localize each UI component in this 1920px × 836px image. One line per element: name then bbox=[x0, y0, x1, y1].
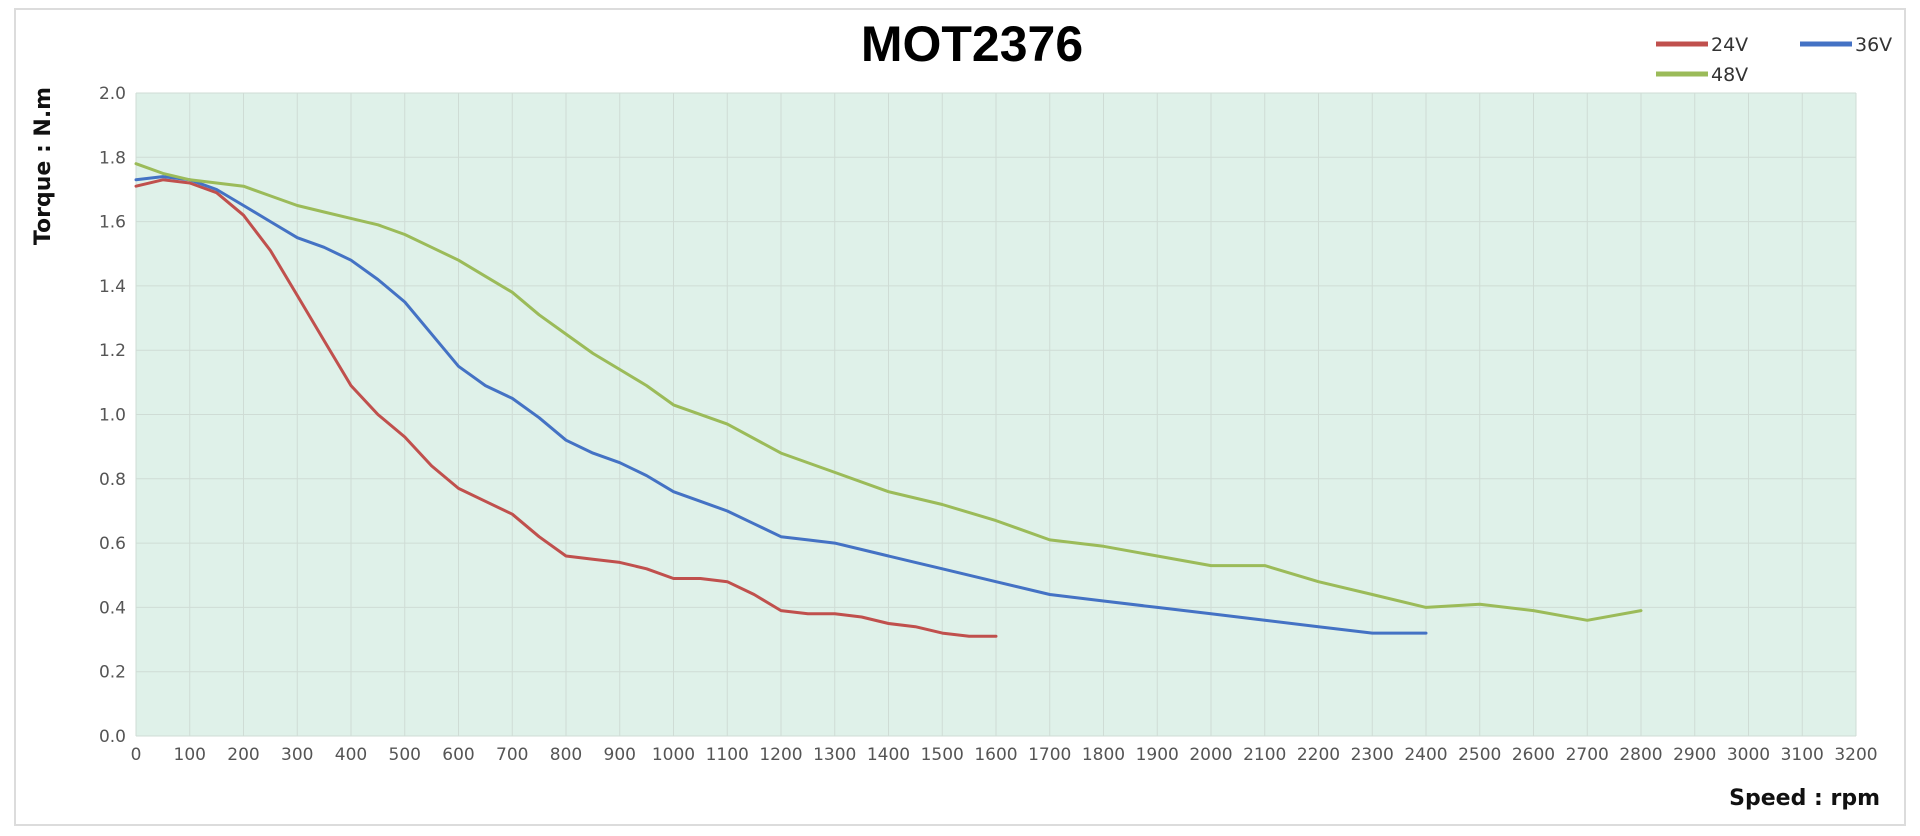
x-tick-label: 2700 bbox=[1566, 745, 1609, 765]
y-tick-label: 1.4 bbox=[99, 277, 126, 297]
x-tick-label: 1600 bbox=[974, 745, 1017, 765]
x-tick-label: 0 bbox=[131, 745, 142, 765]
x-tick-label: 3100 bbox=[1781, 745, 1824, 765]
chart-title: MOT2376 bbox=[861, 16, 1083, 72]
x-tick-label: 2200 bbox=[1297, 745, 1340, 765]
y-tick-label: 1.2 bbox=[99, 341, 126, 361]
x-tick-label: 1500 bbox=[921, 745, 964, 765]
x-tick-label: 2000 bbox=[1189, 745, 1232, 765]
x-tick-label: 100 bbox=[174, 745, 206, 765]
y-tick-label: 1.8 bbox=[99, 148, 126, 168]
y-tick-label: 0.6 bbox=[99, 534, 126, 554]
x-tick-label: 2800 bbox=[1619, 745, 1662, 765]
x-tick-label: 2400 bbox=[1404, 745, 1447, 765]
x-tick-label: 700 bbox=[496, 745, 528, 765]
y-axis-ticks: 0.0 0.2 0.4 0.6 0.8 1.0 1.2 1.4 1.6 1.8 2.0 bbox=[99, 84, 126, 747]
x-tick-label: 1100 bbox=[706, 745, 749, 765]
legend: 24V 36V 48V bbox=[1656, 34, 1892, 86]
x-tick-label: 900 bbox=[604, 745, 636, 765]
x-tick-label: 1300 bbox=[813, 745, 856, 765]
grid-lines bbox=[135, 92, 1857, 737]
legend-label-36v: 36V bbox=[1855, 34, 1892, 56]
series-line-24v bbox=[134, 178, 998, 638]
x-tick-label: 800 bbox=[550, 745, 582, 765]
x-tick-label: 200 bbox=[227, 745, 259, 765]
x-tick-label: 1200 bbox=[759, 745, 802, 765]
legend-label-24v: 24V bbox=[1711, 34, 1748, 56]
x-tick-label: 2100 bbox=[1243, 745, 1286, 765]
y-tick-label: 0.2 bbox=[99, 663, 126, 683]
x-tick-label: 1800 bbox=[1082, 745, 1125, 765]
series-line-48v bbox=[134, 162, 1643, 622]
x-tick-label: 600 bbox=[442, 745, 474, 765]
x-tick-label: 1400 bbox=[867, 745, 910, 765]
x-tick-label: 500 bbox=[389, 745, 421, 765]
x-tick-label: 2500 bbox=[1458, 745, 1501, 765]
y-tick-label: 0.8 bbox=[99, 470, 126, 490]
x-tick-label: 1700 bbox=[1028, 745, 1071, 765]
x-tick-label: 3200 bbox=[1834, 745, 1877, 765]
x-axis-label: Speed : rpm bbox=[1729, 786, 1880, 811]
x-tick-label: 300 bbox=[281, 745, 313, 765]
y-tick-label: 1.6 bbox=[99, 213, 126, 233]
y-tick-label: 2.0 bbox=[99, 84, 126, 104]
x-tick-label: 2600 bbox=[1512, 745, 1555, 765]
x-tick-label: 2300 bbox=[1351, 745, 1394, 765]
x-tick-label: 1900 bbox=[1136, 745, 1179, 765]
y-tick-label: 1.0 bbox=[99, 406, 126, 426]
x-tick-label: 1000 bbox=[652, 745, 695, 765]
x-axis-ticks: 0 100 200 300 400 500 600 700 800 900 1000 1100 1200… bbox=[131, 745, 1878, 765]
series-line-36v bbox=[134, 175, 1428, 635]
x-tick-label: 3000 bbox=[1727, 745, 1770, 765]
y-axis-label: Torque : N.m bbox=[31, 87, 56, 245]
series-lines bbox=[134, 162, 1643, 638]
x-tick-label: 2900 bbox=[1673, 745, 1716, 765]
y-tick-label: 0.0 bbox=[99, 727, 126, 747]
x-tick-label: 400 bbox=[335, 745, 367, 765]
legend-label-48v: 48V bbox=[1711, 64, 1748, 86]
y-tick-label: 0.4 bbox=[99, 598, 126, 618]
